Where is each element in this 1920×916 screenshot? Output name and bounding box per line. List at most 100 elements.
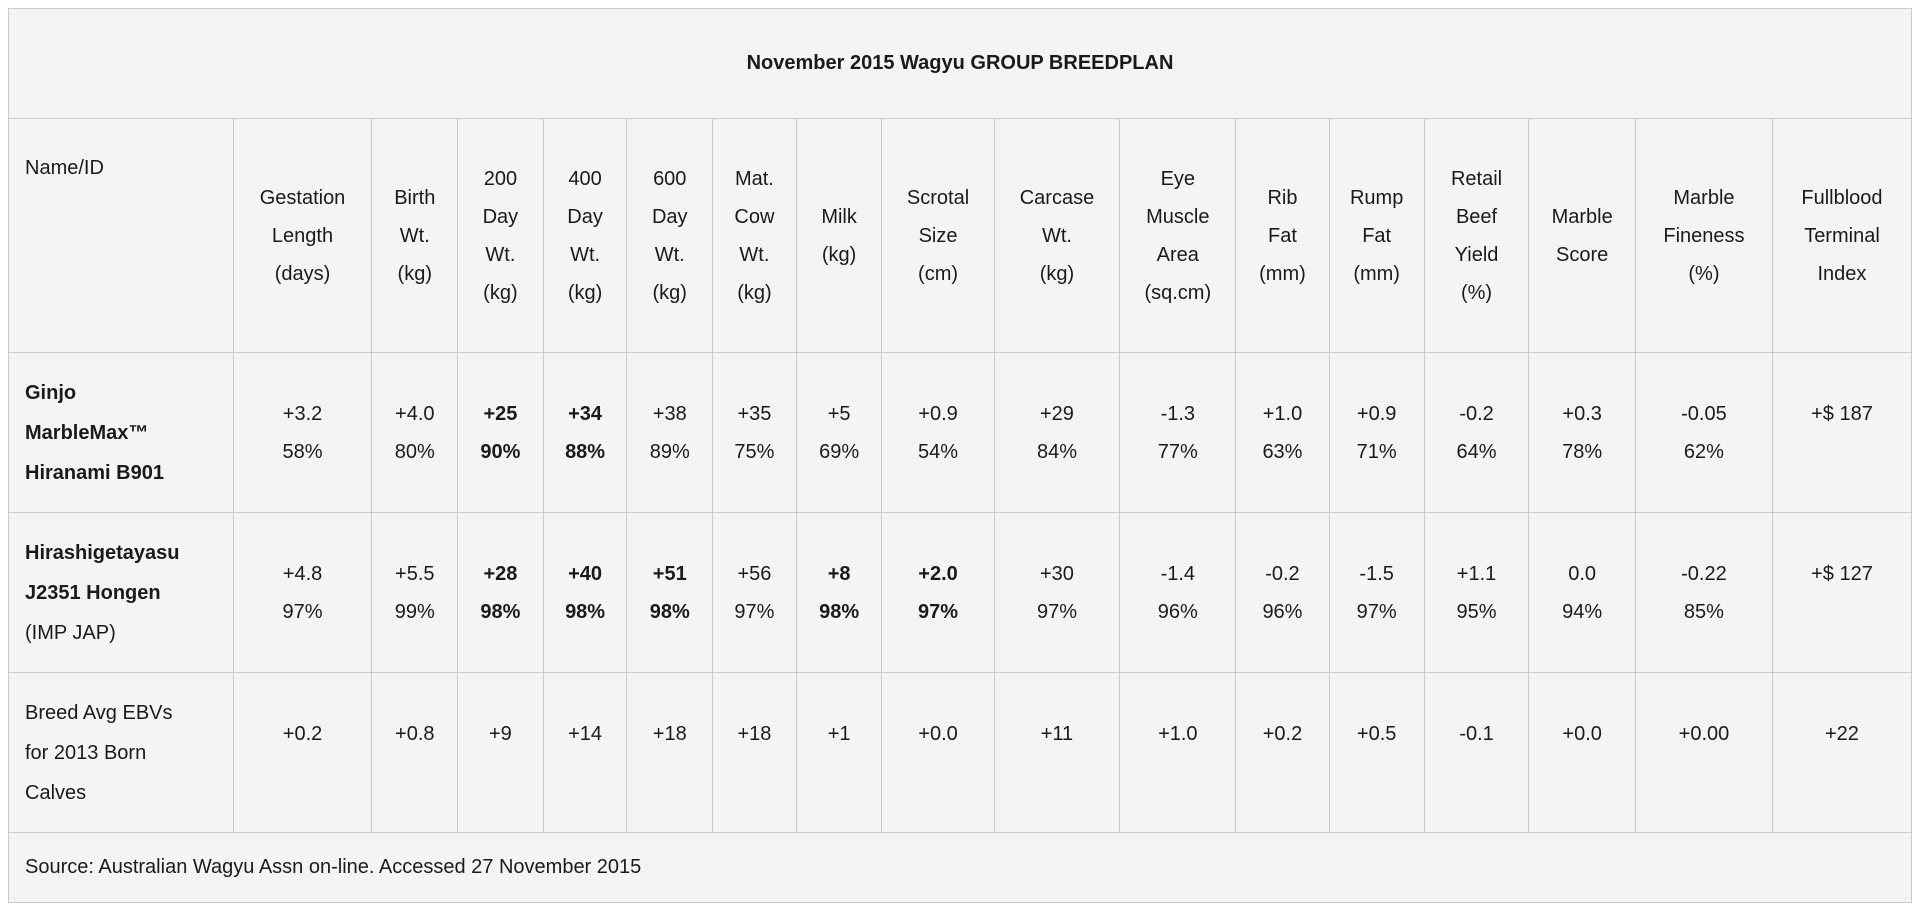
- ebv-cell-rump-fat: +0.9 71%: [1328, 352, 1425, 513]
- ebv-accuracy: [1332, 753, 1422, 791]
- ebv-cell-200-day-wt: +25 90%: [457, 352, 544, 513]
- animal-name-line: Calves: [25, 781, 87, 804]
- ebv-cell-scrotal-size: +0.0: [881, 672, 995, 833]
- animal-name-line: J2351 Hongen: [25, 581, 161, 604]
- ebv-accuracy: 97%: [1036, 600, 1077, 623]
- ebv-cell-milk: +8 98%: [795, 512, 883, 673]
- column-header-line: (kg): [567, 281, 603, 304]
- column-header-line: (mm): [1353, 262, 1400, 285]
- ebv-value: +2.0: [918, 562, 958, 585]
- animal-name-line: for 2013 Born: [25, 741, 147, 764]
- ebv-accuracy: 99%: [394, 600, 435, 623]
- ebv-cell-milk: +5 69%: [795, 352, 883, 513]
- ebv-value: +8: [827, 562, 851, 585]
- column-header-scrotal-size: Scrotal Size (cm): [881, 118, 995, 353]
- ebv-value: +14: [568, 722, 603, 745]
- row-breed-avg-ebvs-2013-born-calves: Breed Avg EBVs for 2013 Born Calves +0.2 +0…: [8, 672, 1913, 833]
- column-header-line: Length: [271, 224, 334, 247]
- ebv-accuracy: [1238, 753, 1326, 791]
- ebv-cell-marble-fineness: -0.05 62%: [1634, 352, 1773, 513]
- ebv-accuracy: 97%: [918, 600, 959, 623]
- ebv-cell-birth-wt: +4.0 80%: [371, 352, 459, 513]
- ebv-value: +$ 127: [1811, 562, 1873, 585]
- ebv-accuracy: 64%: [1456, 440, 1497, 463]
- ebv-cell-carcase-wt: +29 84%: [993, 352, 1121, 513]
- ebv-cell-carcase-wt: +30 97%: [993, 512, 1121, 673]
- column-header-line: Mat.: [734, 167, 774, 190]
- animal-name-line: Hirashigetayasu: [25, 541, 180, 564]
- ebv-cell-retail-beef-yield: +1.1 95%: [1423, 512, 1530, 673]
- breedplan-table: November 2015 Wagyu GROUP BREEDPLAN Name…: [8, 8, 1913, 903]
- column-header-line: Scrotal: [906, 186, 970, 209]
- ebv-accuracy: 62%: [1683, 440, 1724, 463]
- column-header-line: Fineness: [1663, 224, 1745, 247]
- ebv-accuracy: 71%: [1356, 440, 1397, 463]
- row-hirashigetayasu-j2351-hongen: Hirashigetayasu J2351 Hongen (IMP JAP) +4.8…: [8, 512, 1913, 673]
- ebv-accuracy: [629, 753, 710, 791]
- ebv-value: +0.9: [1356, 402, 1397, 425]
- ebv-accuracy: [884, 753, 991, 791]
- ebv-cell-200-day-wt: +9: [457, 672, 544, 833]
- ebv-cell-retail-beef-yield: -0.2 64%: [1423, 352, 1530, 513]
- column-header-eye-muscle-area: Eye Muscle Area (sq.cm): [1119, 118, 1237, 353]
- column-header-line: Retail: [1450, 167, 1503, 190]
- ebv-value: +29: [1040, 402, 1074, 425]
- ebv-cell-fullblood-terminal-index: +$ 187: [1771, 352, 1913, 513]
- ebv-accuracy: 69%: [819, 440, 860, 463]
- ebv-cell-rib-fat: +0.2: [1235, 672, 1330, 833]
- column-header-rib-fat: Rib Fat (mm): [1235, 118, 1330, 353]
- column-header-rump-fat: Rump Fat (mm): [1328, 118, 1425, 353]
- column-header-milk: Milk (kg): [795, 118, 883, 353]
- ebv-value: +3.2: [282, 402, 323, 425]
- column-header-line: (kg): [737, 281, 772, 304]
- row-ginjo-marblemax-hiranami-b901: Ginjo MarbleMax™ Hiranami B901 +3.2 58% +4.0 8…: [8, 352, 1913, 513]
- ebv-value: +0.00: [1678, 722, 1730, 745]
- ebv-value: +0.9: [918, 402, 958, 425]
- column-header-line: Muscle: [1146, 205, 1210, 228]
- ebv-value: -0.2: [1265, 562, 1300, 585]
- ebv-value: +5: [827, 402, 851, 425]
- source-row: Source: Australian Wagyu Assn on-line. A…: [8, 832, 1912, 903]
- ebv-accuracy: [1531, 753, 1633, 791]
- column-header-carcase-wt: Carcase Wt. (kg): [993, 118, 1121, 353]
- ebv-value: +18: [737, 722, 772, 745]
- column-header-mat-cow-wt: Mat. Cow Wt. (kg): [712, 118, 797, 353]
- column-header-birth-wt: Birth Wt. (kg): [371, 118, 459, 353]
- column-header-line: Rib: [1267, 186, 1298, 209]
- ebv-accuracy: 77%: [1157, 440, 1198, 463]
- ebv-cell-gestation-length: +0.2: [232, 672, 373, 833]
- ebv-cell-eye-muscle-area: -1.3 77%: [1119, 352, 1237, 513]
- animal-name-line: Hiranami B901: [25, 461, 164, 484]
- column-header-line: (kg): [821, 243, 857, 266]
- ebv-accuracy: 63%: [1262, 440, 1303, 463]
- ebv-value: +4.0: [395, 402, 435, 425]
- column-header-line: Eye: [1160, 167, 1196, 190]
- ebv-value: -1.3: [1160, 402, 1196, 425]
- ebv-accuracy: 90%: [480, 440, 521, 463]
- column-header-line: Gestation: [259, 186, 346, 209]
- ebv-value: +1.1: [1456, 562, 1497, 585]
- ebv-value: +35: [737, 402, 772, 425]
- column-header-line: Area: [1156, 243, 1199, 266]
- title-row: November 2015 Wagyu GROUP BREEDPLAN: [8, 8, 1912, 119]
- ebv-value: +40: [568, 562, 603, 585]
- ebv-value: +$ 187: [1811, 402, 1873, 425]
- column-header-line: (kg): [1039, 262, 1075, 285]
- ebv-accuracy: 95%: [1456, 600, 1497, 623]
- animal-name-line: MarbleMax™: [25, 421, 149, 444]
- column-header-line: (kg): [397, 262, 432, 285]
- column-header-600-day-wt: 600 Day Wt. (kg): [626, 118, 714, 353]
- column-header-line: 200: [483, 167, 518, 190]
- column-header-line: 600: [653, 167, 687, 190]
- ebv-accuracy: [460, 753, 541, 791]
- ebv-cell-400-day-wt: +40 98%: [542, 512, 628, 673]
- ebv-value: -0.22: [1681, 562, 1727, 585]
- column-header-line: Carcase: [1019, 186, 1095, 209]
- ebv-cell-eye-muscle-area: -1.4 96%: [1119, 512, 1237, 673]
- ebv-accuracy: [1775, 433, 1909, 471]
- ebv-value: +0.0: [918, 722, 958, 745]
- column-header-line: Cow: [734, 205, 775, 228]
- ebv-cell-gestation-length: +4.8 97%: [232, 512, 373, 673]
- ebv-value: +18: [652, 722, 687, 745]
- column-header-line: Yield: [1454, 243, 1499, 266]
